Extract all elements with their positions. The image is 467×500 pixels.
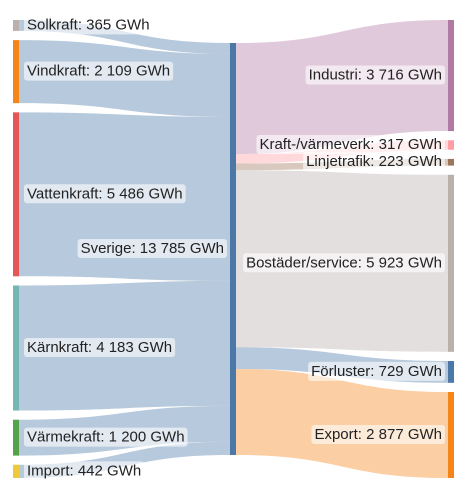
nodes bbox=[13, 20, 454, 478]
node bbox=[230, 43, 236, 455]
node bbox=[13, 112, 19, 277]
node bbox=[13, 419, 19, 456]
node-label: Solkraft: 365 GWh bbox=[27, 16, 150, 33]
node-label: Bostäder/service: 5 923 GWh bbox=[246, 254, 442, 271]
node-label: Kraft-/värmeverk: 317 GWh bbox=[259, 136, 442, 153]
node-label: Export: 2 877 GWh bbox=[314, 426, 442, 443]
node-label: Import: 442 GWh bbox=[27, 462, 141, 479]
label-background bbox=[303, 152, 445, 172]
label-background bbox=[243, 253, 445, 273]
node bbox=[448, 361, 454, 383]
labels: Solkraft: 365 GWh Vindkraft: 2 109 GWh Vat… bbox=[24, 15, 445, 481]
node-label: Industri: 3 716 GWh bbox=[309, 66, 442, 83]
label-background bbox=[24, 184, 186, 204]
label-background bbox=[24, 15, 153, 35]
label-background bbox=[305, 65, 445, 85]
node bbox=[13, 464, 19, 478]
node-label: Förluster: 729 GWh bbox=[311, 363, 442, 380]
node bbox=[13, 285, 19, 411]
label-background bbox=[256, 134, 445, 154]
label-background bbox=[77, 238, 227, 258]
link bbox=[236, 369, 448, 478]
node-label: Vattenkraft: 5 486 GWh bbox=[27, 185, 183, 202]
node bbox=[448, 174, 454, 352]
label-background bbox=[24, 461, 145, 481]
label-background bbox=[308, 361, 445, 381]
node bbox=[448, 392, 454, 478]
label-background bbox=[311, 424, 445, 444]
node bbox=[448, 158, 454, 166]
node-label: Kärnkraft: 4 183 GWh bbox=[27, 339, 172, 356]
node-label: Vindkraft: 2 109 GWh bbox=[27, 63, 170, 80]
node-label: Linjetrafik: 223 GWh bbox=[306, 153, 442, 170]
node bbox=[448, 20, 454, 132]
node bbox=[13, 40, 19, 104]
node bbox=[13, 20, 19, 31]
node-label: Sverige: 13 785 GWh bbox=[81, 240, 224, 257]
label-background bbox=[24, 427, 188, 447]
node-label: Värmekraft: 1 200 GWh bbox=[27, 429, 185, 446]
label-background bbox=[24, 337, 176, 357]
label-background bbox=[24, 61, 174, 81]
node bbox=[448, 140, 454, 150]
link bbox=[236, 20, 448, 155]
